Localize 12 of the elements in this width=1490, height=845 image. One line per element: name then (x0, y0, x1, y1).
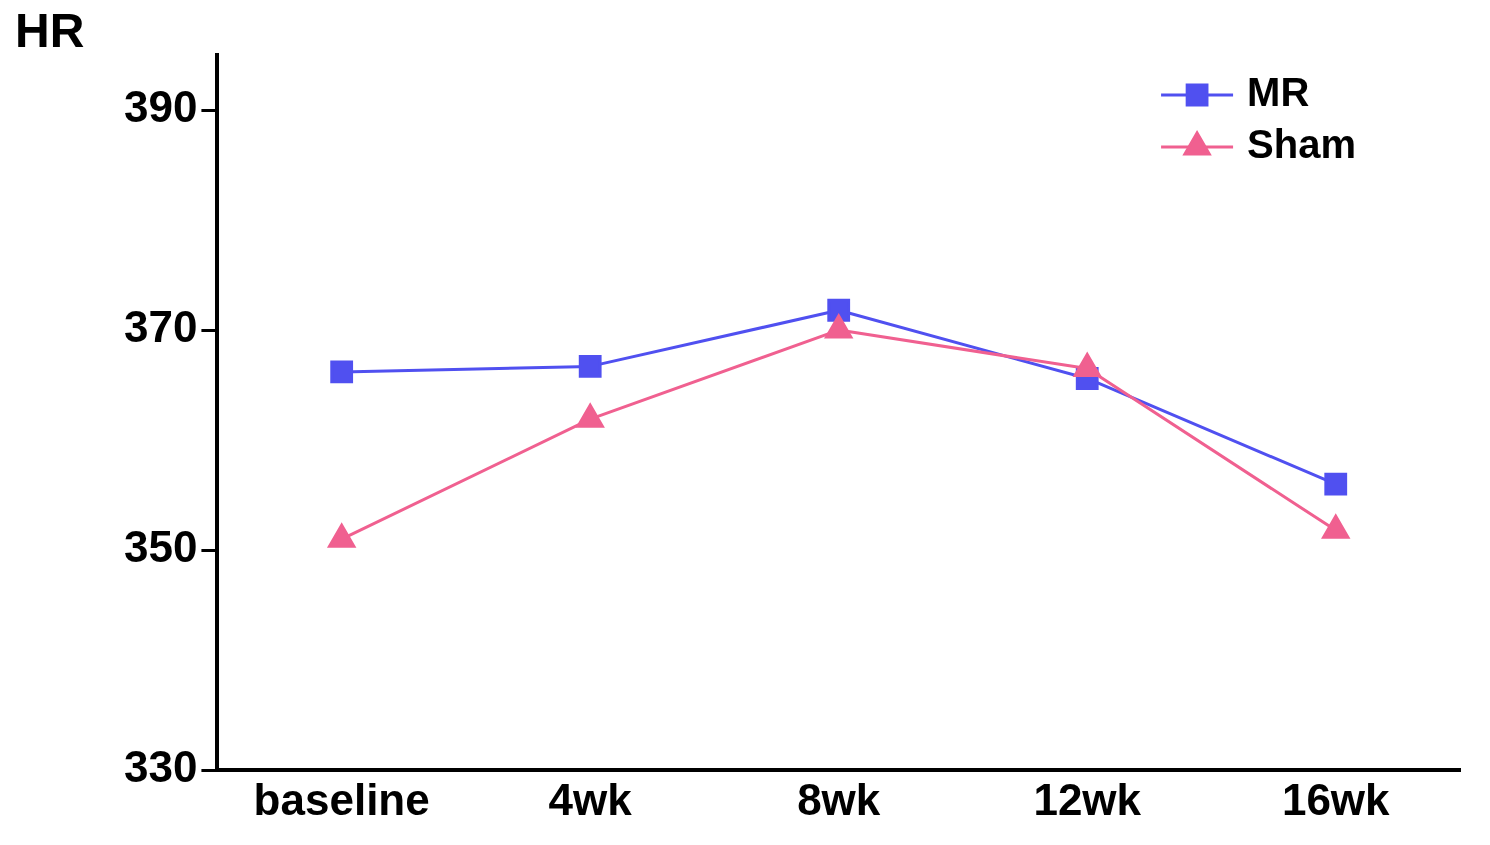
y-tick-label: 390 (123, 82, 198, 132)
y-tick-label: 330 (123, 742, 198, 792)
x-tick-label: 16wk (1281, 774, 1391, 824)
legend-label: Sham (1247, 122, 1357, 167)
x-tick-label: baseline (253, 774, 430, 824)
chart-title: HR (15, 4, 85, 58)
y-tick-label: 350 (123, 522, 198, 572)
y-tick-label: 370 (123, 302, 198, 352)
x-tick-label: 12wk (1033, 774, 1142, 824)
x-tick-label: 4wk (548, 774, 633, 824)
x-tick-label: 8wk (797, 774, 881, 824)
legend-label: MR (1247, 70, 1310, 115)
